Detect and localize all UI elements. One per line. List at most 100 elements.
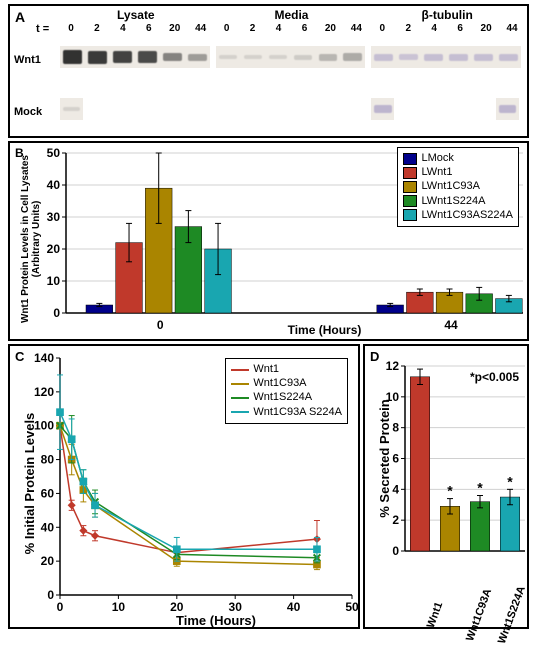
legend-swatch bbox=[403, 195, 417, 207]
blot-band bbox=[219, 55, 238, 60]
blot-band bbox=[63, 107, 80, 112]
blot-band bbox=[399, 54, 418, 61]
panel-b-xlabel: Time (Hours) bbox=[235, 323, 415, 337]
panel-a-timepoint: 4 bbox=[266, 23, 292, 34]
panel-a-timepoint: 44 bbox=[343, 23, 369, 34]
svg-text:2: 2 bbox=[392, 513, 399, 527]
panel-a-timepoint: 6 bbox=[292, 23, 318, 34]
blot-band bbox=[449, 54, 468, 61]
svg-text:20: 20 bbox=[41, 554, 55, 568]
svg-text:*: * bbox=[477, 480, 483, 496]
svg-text:10: 10 bbox=[112, 600, 126, 614]
legend-item: Wnt1C93A bbox=[231, 377, 342, 390]
panel-d-sigtext: *p<0.005 bbox=[470, 370, 519, 384]
blot-band bbox=[294, 55, 313, 60]
legend-item: Wnt1S224A bbox=[231, 391, 342, 404]
panel-a-timepoint: 20 bbox=[473, 23, 499, 34]
legend-line bbox=[231, 397, 249, 399]
blot-band bbox=[343, 53, 362, 61]
legend-item: LWnt1S224A bbox=[403, 195, 513, 208]
legend-label: LWnt1C93AS224A bbox=[421, 209, 513, 222]
panel-b-legend: LMockLWnt1LWnt1C93A LWnt1S224ALWnt1C93AS2… bbox=[397, 147, 519, 227]
svg-text:30: 30 bbox=[47, 210, 61, 224]
panel-a: A Lysate Media β-tubulin t = Wnt1 Mock 0… bbox=[8, 4, 529, 138]
svg-text:20: 20 bbox=[170, 600, 184, 614]
blot-band bbox=[63, 50, 82, 64]
legend-label: Wnt1 bbox=[253, 363, 279, 376]
blot-strip bbox=[216, 46, 366, 68]
panel-a-col-lysate: Lysate bbox=[58, 8, 214, 22]
svg-text:0: 0 bbox=[53, 306, 60, 320]
legend-line bbox=[231, 411, 249, 413]
blot-strip bbox=[496, 98, 519, 120]
panel-b: B Wnt1 Protein Levels in Cell Lysates(Ar… bbox=[8, 141, 529, 341]
svg-text:10: 10 bbox=[386, 390, 400, 404]
legend-label: LWnt1S224A bbox=[421, 195, 485, 208]
blot-band bbox=[269, 55, 288, 60]
panel-a-timepoint: 4 bbox=[421, 23, 447, 34]
legend-swatch bbox=[403, 167, 417, 179]
svg-text:*: * bbox=[447, 483, 453, 499]
svg-text:50: 50 bbox=[47, 146, 61, 160]
panel-a-timepoint: 2 bbox=[240, 23, 266, 34]
blot-band bbox=[113, 51, 132, 64]
panel-a-timepoint: 44 bbox=[188, 23, 214, 34]
legend-line bbox=[231, 369, 249, 371]
svg-text:40: 40 bbox=[41, 520, 55, 534]
panel-a-timepoint: 6 bbox=[447, 23, 473, 34]
legend-item: LWnt1 bbox=[403, 166, 513, 179]
blot-strip bbox=[371, 98, 394, 120]
blot-band bbox=[374, 54, 393, 61]
legend-item: Wnt1C93A S224A bbox=[231, 406, 342, 419]
panel-a-timepoint: 0 bbox=[58, 23, 84, 34]
svg-text:80: 80 bbox=[41, 453, 55, 467]
panel-a-timepoint: 44 bbox=[499, 23, 525, 34]
blot-band bbox=[499, 105, 516, 113]
panel-a-row-mock: Mock bbox=[14, 106, 42, 118]
svg-text:120: 120 bbox=[34, 385, 54, 399]
svg-text:12: 12 bbox=[386, 359, 400, 373]
panel-a-timepoint: 2 bbox=[395, 23, 421, 34]
blot-band bbox=[88, 51, 107, 64]
panel-c-xlabel: Time (Hours) bbox=[156, 613, 276, 628]
svg-text:0: 0 bbox=[47, 588, 54, 602]
legend-label: LMock bbox=[421, 152, 453, 165]
svg-text:6: 6 bbox=[392, 452, 399, 466]
blot-band bbox=[244, 55, 263, 60]
blot-band bbox=[424, 54, 443, 61]
svg-text:4: 4 bbox=[392, 482, 399, 496]
blot-strip bbox=[60, 46, 210, 68]
svg-text:30: 30 bbox=[229, 600, 243, 614]
svg-text:40: 40 bbox=[287, 600, 301, 614]
panel-c: C % Initial Protein Levels 0204060801001… bbox=[8, 344, 360, 629]
svg-text:0: 0 bbox=[392, 544, 399, 558]
svg-text:*: * bbox=[507, 473, 513, 489]
panel-a-col-media: Media bbox=[214, 8, 370, 22]
figure-root: A Lysate Media β-tubulin t = Wnt1 Mock 0… bbox=[0, 0, 537, 637]
blot-band bbox=[319, 54, 338, 61]
legend-swatch bbox=[403, 153, 417, 165]
blot-band bbox=[163, 53, 182, 62]
legend-swatch bbox=[403, 181, 417, 193]
panel-a-timepoint: 2 bbox=[84, 23, 110, 34]
svg-text:50: 50 bbox=[345, 600, 359, 614]
panel-a-timepoint: 0 bbox=[214, 23, 240, 34]
panel-a-label: A bbox=[15, 9, 25, 25]
svg-text:20: 20 bbox=[47, 242, 61, 256]
blot-band bbox=[499, 54, 518, 61]
legend-swatch bbox=[403, 209, 417, 221]
legend-item: LMock bbox=[403, 152, 513, 165]
svg-text:60: 60 bbox=[41, 486, 55, 500]
legend-label: LWnt1C93A bbox=[421, 180, 480, 193]
panel-a-timepoint: 6 bbox=[136, 23, 162, 34]
legend-label: Wnt1S224A bbox=[253, 391, 312, 404]
blot-band bbox=[474, 54, 493, 61]
legend-item: Wnt1 bbox=[231, 363, 342, 376]
svg-text:8: 8 bbox=[392, 421, 399, 435]
panel-a-row-wnt1: Wnt1 bbox=[14, 54, 41, 66]
svg-text:0: 0 bbox=[157, 318, 164, 332]
svg-text:10: 10 bbox=[47, 274, 61, 288]
svg-text:40: 40 bbox=[47, 178, 61, 192]
panel-c-legend: Wnt1Wnt1C93AWnt1S224A Wnt1C93A S224A bbox=[225, 358, 348, 424]
panel-a-timepoint: 4 bbox=[110, 23, 136, 34]
